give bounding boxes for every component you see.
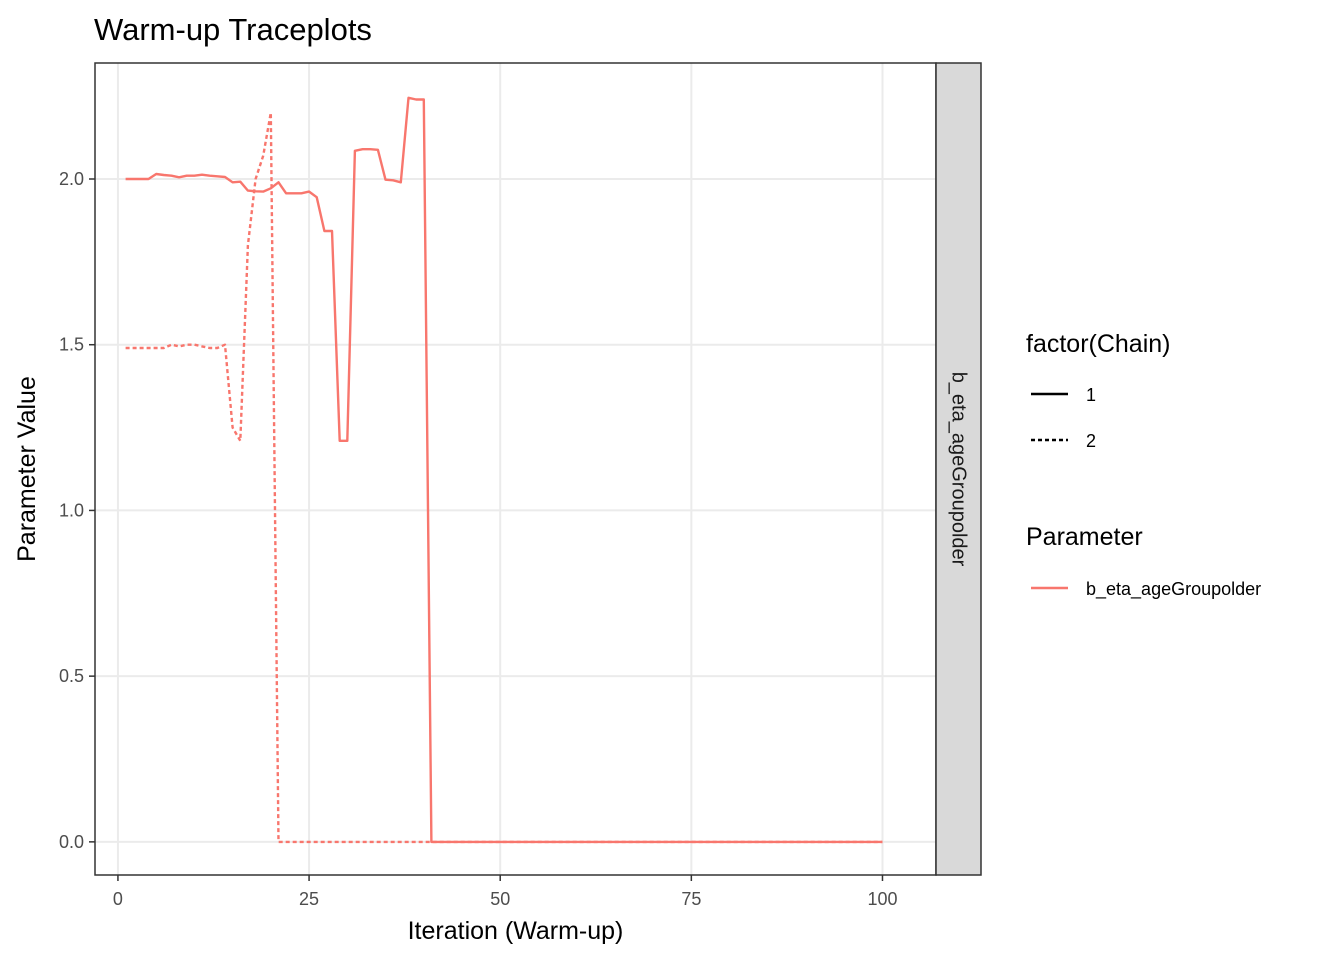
x-axis-title: Iteration (Warm-up) [408,917,624,945]
y-axis: 0.0 0.5 1.0 1.5 2.0 [59,169,95,852]
series-line-chain-2 [125,111,883,844]
facet-strip-label: b_eta_ageGroupolder [948,372,970,567]
legend-title-chain: factor(Chain) [1026,330,1171,358]
y-tick-label: 1.0 [59,500,84,520]
y-tick-label: 1.5 [59,335,84,355]
x-tick-label: 50 [490,889,510,909]
x-tick-label: 0 [113,889,123,909]
x-tick-label: 25 [299,889,319,909]
legend-label-chain-1: 1 [1086,385,1096,405]
x-tick-label: 100 [867,889,897,909]
x-axis: 0 25 50 75 100 [113,875,898,909]
legend-label-chain-2: 2 [1086,431,1096,451]
legend: factor(Chain) 1 2 Parameter b_eta_ageGroupol… [1026,330,1261,600]
facet-strip [935,62,982,876]
y-tick-label: 0.0 [59,832,84,852]
grid-lines [95,63,936,875]
plot-panel-border [94,62,937,876]
y-axis-title: Parameter Value [13,376,41,562]
y-tick-label: 0.5 [59,666,84,686]
y-tick-label: 2.0 [59,169,84,189]
series-lines [125,96,883,844]
chart-title: Warm-up Traceplots [94,12,372,47]
legend-title-parameter: Parameter [1026,523,1143,551]
x-tick-label: 75 [681,889,701,909]
series-line-chain-1 [125,96,883,844]
legend-label-parameter: b_eta_ageGroupolder [1086,579,1261,600]
